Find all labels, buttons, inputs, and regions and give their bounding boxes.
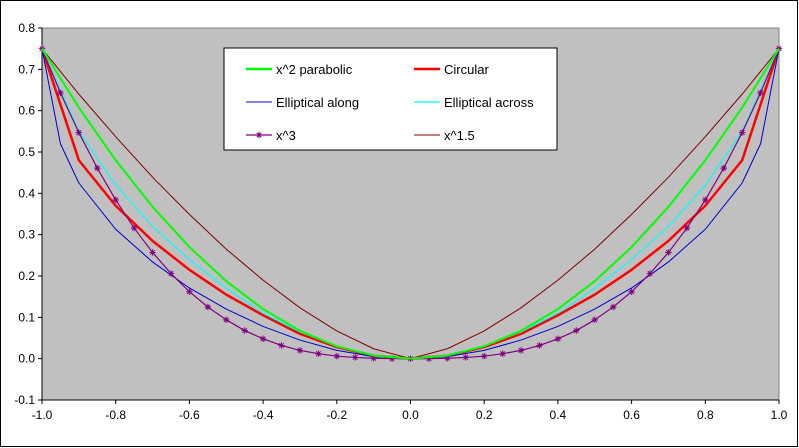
data-point-marker (646, 270, 654, 277)
data-point-marker (499, 350, 506, 357)
data-point-marker (149, 249, 156, 256)
x-tick-label: -0.4 (253, 408, 274, 422)
data-point-marker (757, 89, 764, 97)
data-point-marker (38, 45, 46, 52)
data-point-marker (112, 196, 119, 204)
data-point-marker (720, 164, 727, 172)
data-point-marker (665, 249, 672, 256)
y-tick-label: 0.7 (18, 62, 35, 76)
y-tick-label: 0.4 (18, 186, 35, 200)
data-point-marker (186, 288, 193, 295)
data-point-marker (57, 89, 64, 97)
data-point-marker (130, 224, 138, 232)
y-tick-label: -0.1 (14, 393, 35, 407)
data-point-marker (481, 352, 488, 360)
data-point-marker (775, 45, 783, 52)
data-point-marker (738, 129, 746, 136)
data-point-marker (425, 355, 433, 362)
legend-box (223, 47, 558, 151)
x-tick-label: 0.8 (697, 408, 714, 422)
series-layer (38, 45, 783, 362)
data-point-marker (517, 347, 525, 354)
data-point-marker (333, 352, 340, 360)
y-tick-label: 0.5 (18, 145, 35, 159)
series-x-2-parabolic (41, 48, 780, 360)
y-tick-label: 0.2 (18, 269, 35, 283)
data-point-marker (204, 303, 212, 311)
data-point-marker (573, 327, 580, 334)
data-point-marker (278, 342, 285, 349)
data-point-marker (241, 327, 248, 334)
axes: -0.1 0.0 0.1 0.2 0.3 0.4 0.5 0.6 0.7 0.8 -1.0 -0.8 -… (14, 21, 787, 422)
x-tick-label: 0.6 (623, 408, 640, 422)
legend: x^2 parabolic Circular Elliptical along Ell… (223, 47, 558, 151)
data-point-marker (75, 129, 83, 136)
y-tick-label: 0.8 (18, 21, 35, 35)
data-point-marker (388, 355, 396, 362)
y-tick-label: 0.0 (18, 352, 35, 366)
y-tick-label: 0.6 (18, 104, 35, 118)
x-tick-label: -1.0 (32, 408, 53, 422)
y-tick-label: 0.1 (18, 310, 35, 324)
data-point-marker (315, 350, 322, 357)
data-point-marker (444, 355, 451, 362)
data-point-marker (702, 196, 709, 204)
legend-marker (255, 131, 263, 139)
legend-label: x^2 parabolic (276, 62, 353, 77)
x-tick-label: -0.6 (179, 408, 200, 422)
x-tick-label: 0.4 (550, 408, 567, 422)
legend-label: x^3 (276, 128, 296, 143)
x-tick-label: 1.0 (771, 408, 788, 422)
data-point-marker (683, 224, 691, 232)
data-point-marker (462, 354, 469, 361)
data-point-marker (628, 288, 635, 295)
x-tick-label: 0.0 (402, 408, 419, 422)
data-point-marker (94, 164, 101, 172)
data-point-marker (370, 355, 377, 362)
data-point-marker (536, 342, 543, 349)
x-tick-label: -0.2 (326, 408, 347, 422)
data-point-marker (609, 303, 617, 311)
legend-label: Circular (444, 62, 489, 77)
data-point-marker (554, 335, 562, 343)
x-tick-label: -0.8 (105, 408, 126, 422)
data-point-marker (591, 316, 598, 324)
data-point-marker (167, 270, 175, 277)
data-point-marker (296, 347, 304, 354)
x-tick-label: 0.2 (476, 408, 493, 422)
data-point-marker (352, 354, 359, 361)
legend-label: x^1.5 (444, 128, 475, 143)
legend-label: Elliptical along (276, 95, 359, 110)
y-tick-label: 0.3 (18, 228, 35, 242)
legend-label: Elliptical across (444, 95, 534, 110)
series-line-x-2-parabolic (41, 48, 780, 360)
data-point-marker (223, 316, 230, 324)
data-point-marker (259, 335, 267, 343)
